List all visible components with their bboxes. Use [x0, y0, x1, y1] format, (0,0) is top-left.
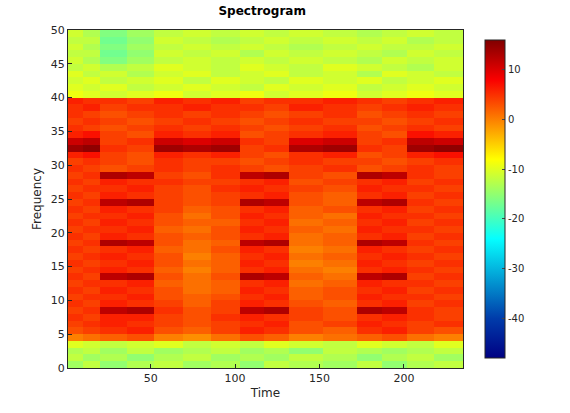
svg-text:-30: -30: [508, 263, 524, 274]
svg-text:45: 45: [51, 58, 65, 71]
svg-text:10: 10: [508, 64, 521, 75]
svg-text:100: 100: [225, 372, 246, 385]
svg-text:25: 25: [51, 193, 65, 206]
svg-text:150: 150: [309, 372, 330, 385]
svg-text:35: 35: [51, 125, 65, 138]
svg-text:-10: -10: [508, 164, 524, 175]
svg-text:Frequency: Frequency: [30, 168, 44, 230]
svg-text:30: 30: [51, 159, 65, 172]
svg-text:Spectrogram: Spectrogram: [218, 4, 306, 18]
svg-text:Time: Time: [250, 386, 280, 400]
svg-text:-40: -40: [508, 313, 524, 324]
svg-text:0: 0: [508, 114, 514, 125]
svg-text:10: 10: [51, 294, 65, 307]
svg-text:5: 5: [58, 328, 65, 341]
svg-text:50: 50: [51, 24, 65, 37]
svg-text:15: 15: [51, 260, 65, 273]
svg-text:-20: -20: [508, 213, 524, 224]
svg-text:40: 40: [51, 91, 65, 104]
svg-text:20: 20: [51, 227, 65, 240]
svg-text:0: 0: [58, 362, 65, 375]
svg-text:50: 50: [144, 372, 158, 385]
svg-text:200: 200: [393, 372, 414, 385]
